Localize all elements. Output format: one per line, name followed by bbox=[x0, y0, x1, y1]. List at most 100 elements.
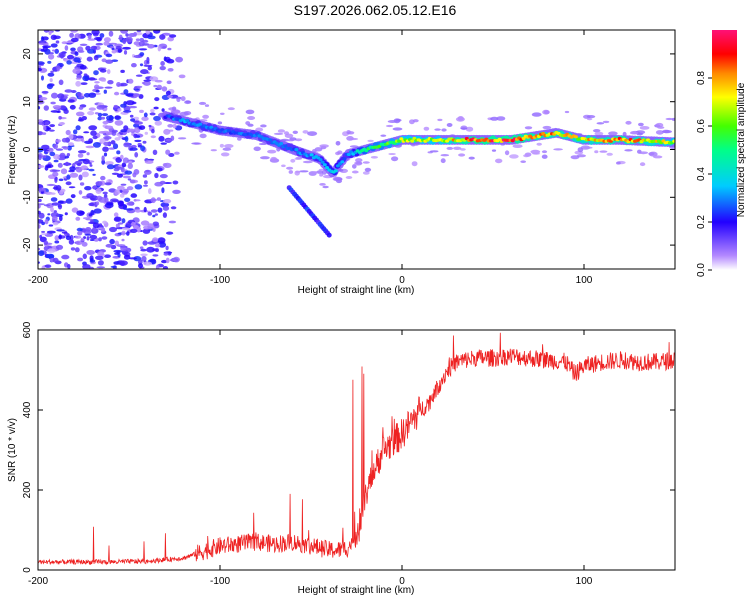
noise-blob bbox=[41, 221, 45, 226]
noise-blob bbox=[51, 215, 58, 222]
halo-blob bbox=[210, 149, 217, 152]
noise-blob bbox=[156, 84, 162, 90]
noise-blob bbox=[108, 179, 113, 183]
y-tick-label: 400 bbox=[22, 401, 33, 418]
noise-blob bbox=[46, 83, 54, 90]
snr-frame bbox=[37, 329, 676, 571]
noise-blob bbox=[69, 166, 76, 172]
ridge-core bbox=[185, 118, 190, 123]
halo-blob bbox=[504, 150, 510, 156]
noise-blob bbox=[150, 135, 156, 139]
y-tick-label: -10 bbox=[22, 190, 33, 205]
halo-blob bbox=[316, 170, 324, 174]
noise-blob bbox=[67, 145, 72, 151]
noise-blob bbox=[67, 264, 71, 269]
noise-blob bbox=[51, 169, 61, 172]
halo-blob bbox=[227, 107, 235, 111]
halo-blob bbox=[220, 152, 230, 157]
noise-blob bbox=[121, 230, 126, 236]
noise-blob bbox=[81, 116, 88, 121]
noise-blob bbox=[120, 30, 128, 34]
noise-blob bbox=[123, 142, 131, 148]
noise-blob bbox=[59, 190, 64, 195]
halo-blob bbox=[468, 156, 475, 160]
y-tick-label: 0 bbox=[22, 567, 33, 573]
noise-blob bbox=[111, 172, 119, 175]
noise-blob bbox=[77, 230, 83, 236]
noise-blob bbox=[99, 68, 107, 73]
halo-blob bbox=[292, 130, 298, 134]
ridge-core bbox=[268, 138, 273, 142]
noise-blob bbox=[39, 234, 43, 239]
halo-blob bbox=[367, 139, 374, 143]
noise-blob bbox=[138, 41, 145, 47]
noise-blob bbox=[65, 198, 73, 204]
halo-blob bbox=[321, 170, 327, 175]
noise-blob bbox=[119, 260, 128, 266]
halo-blob bbox=[284, 131, 289, 136]
noise-blob bbox=[78, 117, 83, 121]
noise-blob bbox=[58, 234, 62, 240]
noise-blob bbox=[99, 138, 106, 144]
noise-blob bbox=[122, 188, 129, 194]
noise-blob bbox=[169, 34, 177, 38]
noise-blob bbox=[44, 219, 49, 225]
noise-blob bbox=[70, 37, 79, 43]
noise-blob bbox=[111, 47, 115, 51]
noise-blob bbox=[88, 92, 97, 98]
noise-blob bbox=[157, 207, 163, 213]
noise-blob bbox=[167, 68, 174, 72]
noise-blob bbox=[129, 114, 134, 118]
noise-blob bbox=[116, 82, 121, 87]
noise-blob bbox=[82, 264, 91, 269]
ridge-core bbox=[283, 144, 288, 148]
ridge-core bbox=[626, 140, 631, 144]
noise-blob bbox=[54, 235, 60, 241]
noise-blob bbox=[98, 223, 103, 227]
halo-blob bbox=[429, 150, 439, 153]
noise-blob bbox=[144, 131, 148, 135]
noise-blob bbox=[120, 69, 125, 73]
ridge-core bbox=[521, 136, 526, 140]
noise-blob bbox=[58, 122, 66, 125]
halo-blob bbox=[624, 149, 633, 152]
noise-blob bbox=[66, 174, 71, 180]
noise-blob bbox=[159, 174, 168, 179]
noise-blob bbox=[50, 192, 56, 195]
noise-blob bbox=[152, 254, 159, 257]
noise-blob bbox=[95, 255, 104, 260]
noise-blob bbox=[48, 129, 55, 132]
ridge-core bbox=[318, 158, 323, 162]
halo-blob bbox=[541, 150, 548, 154]
noise-blob bbox=[120, 245, 127, 252]
noise-blob bbox=[146, 246, 155, 253]
halo-blob bbox=[170, 109, 181, 115]
halo-blob bbox=[288, 170, 293, 174]
noise-blob bbox=[119, 82, 128, 87]
noise-blob bbox=[108, 30, 114, 37]
halo-blob bbox=[337, 150, 343, 155]
noise-blob bbox=[46, 183, 56, 187]
noise-blob bbox=[56, 110, 61, 113]
noise-blob bbox=[123, 50, 128, 55]
ridge-core bbox=[346, 152, 351, 157]
noise-blob bbox=[159, 66, 166, 71]
noise-blob bbox=[64, 212, 68, 216]
noise-blob bbox=[123, 110, 132, 113]
ridge-core bbox=[320, 160, 325, 164]
noise-blob bbox=[106, 69, 111, 75]
noise-blob bbox=[178, 74, 186, 79]
noise-blob bbox=[93, 208, 102, 214]
noise-blob bbox=[150, 209, 158, 213]
halo-blob bbox=[495, 158, 503, 164]
noise-blob bbox=[153, 30, 161, 34]
noise-blob bbox=[82, 158, 90, 165]
noise-blob bbox=[97, 260, 104, 266]
noise-blob bbox=[38, 250, 45, 257]
spectrogram-y-ticks: 20 10 0 -10 -20 bbox=[22, 48, 675, 252]
noise-blob bbox=[87, 111, 95, 116]
noise-blob bbox=[163, 162, 172, 168]
ridge-core bbox=[399, 137, 404, 141]
noise-blob bbox=[143, 79, 152, 82]
noise-blob bbox=[61, 137, 68, 143]
